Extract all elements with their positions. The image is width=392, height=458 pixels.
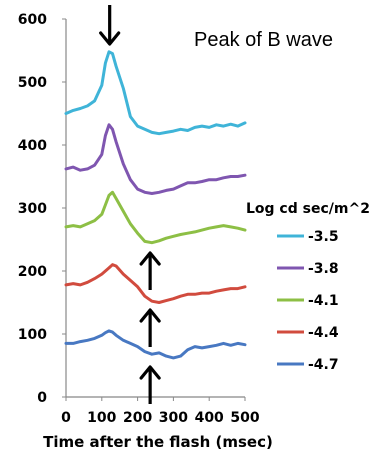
series-line — [64, 263, 247, 304]
series-line — [64, 329, 247, 360]
x-tick-label: 500 — [230, 410, 259, 426]
legend-title: Log cd sec/m^2 — [246, 201, 370, 217]
y-tick-label: 500 — [18, 75, 47, 91]
x-tick-label: 100 — [87, 410, 116, 426]
y-tick-label: 400 — [18, 138, 47, 154]
y-tick-label: 100 — [18, 327, 47, 343]
x-axis-ticks: 0 100 200 300 400 500 — [61, 397, 260, 426]
y-axis-ticks: 0 100 200 300 400 500 600 — [18, 12, 66, 406]
y-tick-label: 300 — [18, 201, 47, 217]
y-tick-label: 200 — [18, 264, 47, 280]
x-tick-label: 200 — [123, 410, 152, 426]
x-tick-label: 300 — [159, 410, 188, 426]
legend: -3.5 -3.8 -4.1 -4.4 -4.7 — [277, 229, 339, 373]
x-axis-label: Time after the flash (msec) — [43, 433, 273, 451]
series-line — [64, 50, 247, 136]
legend-entry-label: -4.4 — [308, 325, 339, 341]
series-line — [64, 190, 247, 245]
x-tick-label: 0 — [61, 410, 71, 426]
legend-entry-label: -4.7 — [308, 357, 339, 373]
series-line — [64, 123, 247, 195]
legend-entry-label: -3.8 — [308, 261, 339, 277]
annotation-arrows — [99, 5, 161, 404]
arrow-up-icon — [139, 251, 161, 266]
x-tick-label: 400 — [195, 410, 224, 426]
plot-area — [64, 19, 247, 398]
legend-entry-label: -4.1 — [308, 293, 339, 309]
arrow-down-icon — [99, 31, 121, 46]
y-tick-label: 600 — [18, 12, 47, 28]
legend-entry-label: -3.5 — [308, 229, 339, 245]
y-tick-label: 0 — [37, 390, 47, 406]
arrow-up-icon — [139, 365, 161, 380]
arrow-up-icon — [139, 308, 161, 323]
peak-annotation: Peak of B wave — [194, 29, 333, 51]
